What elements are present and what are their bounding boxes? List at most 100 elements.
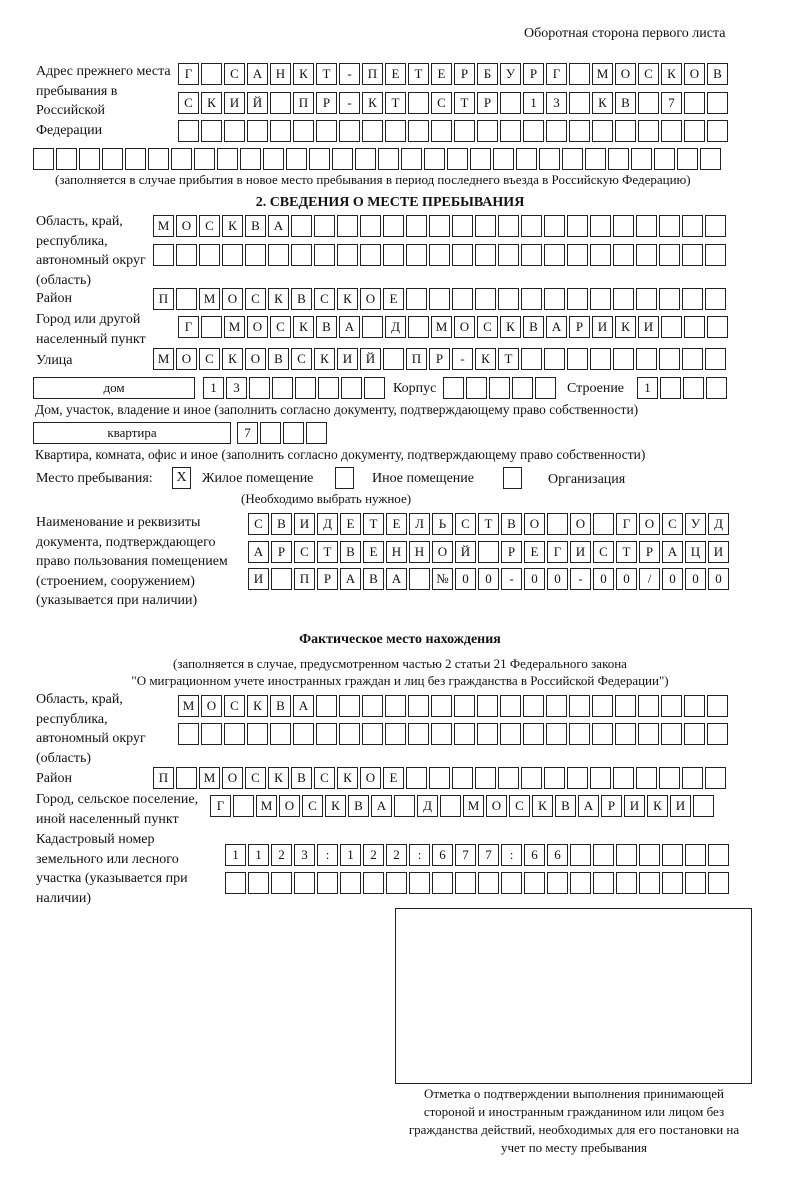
char-cell[interactable]: [661, 723, 682, 745]
char-cell[interactable]: [706, 377, 727, 399]
char-cell[interactable]: П: [294, 568, 315, 590]
char-cell[interactable]: [408, 695, 429, 717]
char-cell[interactable]: К: [615, 316, 636, 338]
char-cell[interactable]: -: [501, 568, 522, 590]
char-cell[interactable]: О: [684, 63, 705, 85]
char-cell[interactable]: С: [314, 767, 335, 789]
char-cell[interactable]: С: [638, 63, 659, 85]
char-cell[interactable]: С: [248, 513, 269, 535]
char-cell[interactable]: 6: [432, 844, 453, 866]
char-cell[interactable]: [639, 844, 660, 866]
char-cell[interactable]: [363, 872, 384, 894]
char-cell[interactable]: [314, 215, 335, 237]
char-cell[interactable]: 2: [271, 844, 292, 866]
char-cell[interactable]: [362, 120, 383, 142]
char-cell[interactable]: [362, 316, 383, 338]
char-cell[interactable]: [217, 148, 238, 170]
char-cell[interactable]: [314, 244, 335, 266]
char-cell[interactable]: [682, 288, 703, 310]
char-cell[interactable]: О: [247, 316, 268, 338]
char-cell[interactable]: [176, 244, 197, 266]
char-cell[interactable]: 6: [524, 844, 545, 866]
char-cell[interactable]: В: [270, 695, 291, 717]
char-cell[interactable]: С: [294, 541, 315, 563]
char-cell[interactable]: Г: [616, 513, 637, 535]
char-cell[interactable]: [466, 377, 487, 399]
char-cell[interactable]: [176, 767, 197, 789]
char-cell[interactable]: [613, 215, 634, 237]
char-cell[interactable]: [705, 288, 726, 310]
char-cell[interactable]: [567, 244, 588, 266]
char-cell[interactable]: [544, 244, 565, 266]
char-cell[interactable]: В: [501, 513, 522, 535]
char-cell[interactable]: [615, 120, 636, 142]
char-cell[interactable]: 7: [661, 92, 682, 114]
char-cell[interactable]: [271, 568, 292, 590]
char-cell[interactable]: [454, 695, 475, 717]
char-cell[interactable]: [383, 348, 404, 370]
char-cell[interactable]: [271, 872, 292, 894]
house-type-field[interactable]: дом: [33, 377, 195, 399]
char-cell[interactable]: [424, 148, 445, 170]
char-cell[interactable]: 0: [616, 568, 637, 590]
char-cell[interactable]: [638, 695, 659, 717]
char-cell[interactable]: [394, 795, 415, 817]
char-cell[interactable]: [590, 215, 611, 237]
char-cell[interactable]: [332, 148, 353, 170]
char-cell[interactable]: К: [268, 767, 289, 789]
char-cell[interactable]: [593, 872, 614, 894]
char-cell[interactable]: В: [363, 568, 384, 590]
char-cell[interactable]: [431, 723, 452, 745]
char-cell[interactable]: К: [500, 316, 521, 338]
char-cell[interactable]: О: [486, 795, 507, 817]
char-cell[interactable]: В: [555, 795, 576, 817]
char-cell[interactable]: [521, 244, 542, 266]
char-cell[interactable]: [684, 316, 705, 338]
char-cell[interactable]: П: [153, 767, 174, 789]
char-cell[interactable]: Ц: [685, 541, 706, 563]
char-cell[interactable]: [153, 244, 174, 266]
char-cell[interactable]: [615, 723, 636, 745]
char-cell[interactable]: [316, 723, 337, 745]
char-cell[interactable]: Р: [316, 92, 337, 114]
char-cell[interactable]: [592, 120, 613, 142]
char-cell[interactable]: [544, 767, 565, 789]
char-cell[interactable]: С: [224, 63, 245, 85]
char-cell[interactable]: О: [222, 767, 243, 789]
char-cell[interactable]: [662, 844, 683, 866]
char-cell[interactable]: [593, 844, 614, 866]
char-cell[interactable]: И: [638, 316, 659, 338]
char-cell[interactable]: [245, 244, 266, 266]
char-cell[interactable]: [693, 795, 714, 817]
char-cell[interactable]: [383, 215, 404, 237]
char-cell[interactable]: [225, 872, 246, 894]
char-cell[interactable]: Т: [498, 348, 519, 370]
char-cell[interactable]: [501, 872, 522, 894]
char-cell[interactable]: Т: [316, 63, 337, 85]
char-cell[interactable]: [524, 872, 545, 894]
char-cell[interactable]: П: [153, 288, 174, 310]
char-cell[interactable]: 1: [203, 377, 224, 399]
char-cell[interactable]: [340, 872, 361, 894]
char-cell[interactable]: -: [339, 92, 360, 114]
char-cell[interactable]: [470, 148, 491, 170]
char-cell[interactable]: [700, 148, 721, 170]
char-cell[interactable]: Р: [271, 541, 292, 563]
char-cell[interactable]: [318, 377, 339, 399]
char-cell[interactable]: [401, 148, 422, 170]
char-cell[interactable]: У: [500, 63, 521, 85]
char-cell[interactable]: [260, 422, 281, 444]
char-cell[interactable]: [684, 695, 705, 717]
char-cell[interactable]: [224, 723, 245, 745]
char-cell[interactable]: [316, 695, 337, 717]
char-cell[interactable]: [148, 148, 169, 170]
char-cell[interactable]: [523, 695, 544, 717]
char-cell[interactable]: [546, 120, 567, 142]
char-cell[interactable]: И: [248, 568, 269, 590]
char-cell[interactable]: К: [661, 63, 682, 85]
char-cell[interactable]: [661, 120, 682, 142]
char-cell[interactable]: С: [593, 541, 614, 563]
char-cell[interactable]: [498, 288, 519, 310]
